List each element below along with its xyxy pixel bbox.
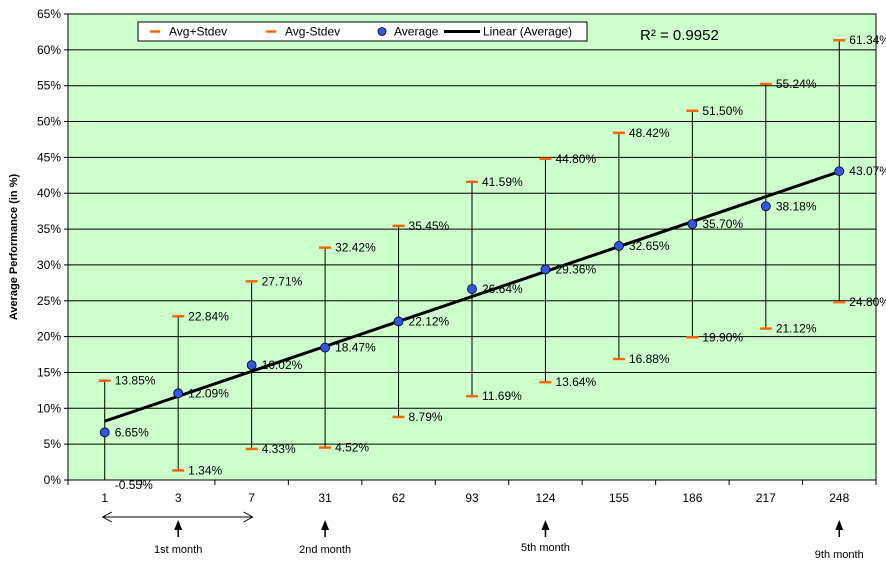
y-axis-label: Average Performance (in %) (8, 174, 20, 321)
average-label: 18.47% (335, 341, 376, 355)
average-marker (246, 360, 257, 371)
avg-minus-stdev-label: 8.79% (409, 410, 443, 424)
arrow-up-icon (321, 520, 330, 530)
avg-minus-stdev-label: 11.69% (482, 389, 522, 403)
arrow-up-icon (174, 520, 183, 530)
avg-plus-stdev-label: 41.59% (482, 175, 523, 189)
trendline (104, 170, 840, 423)
average-label: 35.70% (702, 217, 743, 231)
y-tick-label: 35% (37, 222, 61, 236)
avg-plus-stdev-label: 51.50% (702, 104, 743, 118)
y-tick-label: 0% (44, 473, 62, 487)
average-marker (540, 264, 551, 275)
x-tick-label: 31 (318, 491, 332, 505)
avg-plus-stdev-label: 61.34% (849, 33, 886, 47)
legend-label: Avg-Stdev (285, 25, 340, 39)
x-tick-label: 3 (175, 491, 182, 505)
r-squared-label: R² = 0.9952 (640, 27, 719, 44)
avg-plus-stdev-label: 35.45% (409, 219, 450, 233)
average-marker (834, 166, 845, 177)
average-label: 6.65% (115, 425, 149, 439)
avg-plus-stdev-label: 48.42% (629, 126, 670, 140)
y-tick-label: 45% (37, 150, 61, 164)
average-marker (760, 201, 771, 212)
y-tick-label: 60% (37, 43, 61, 57)
avg-plus-stdev-label: 44.80% (555, 152, 596, 166)
month-annotation-label: 2nd month (299, 544, 351, 556)
y-tick-label: 30% (37, 258, 61, 272)
legend-dot-marker (377, 27, 387, 36)
y-tick-label: 20% (37, 330, 61, 344)
legend-label: Average (394, 25, 439, 39)
month-annotation-label: 5th month (521, 542, 570, 554)
avg-plus-stdev-label: 27.71% (262, 274, 303, 288)
avg-minus-stdev-label: 21.12% (776, 322, 817, 336)
avg-minus-stdev-label: -0.55% (115, 478, 153, 492)
x-tick-label: 124 (535, 491, 555, 505)
average-label: 38.18% (776, 199, 817, 213)
arrow-up-icon (835, 520, 844, 530)
y-tick-label: 65% (37, 7, 61, 21)
arrow-right-icon (243, 511, 254, 523)
avg-minus-stdev-label: 4.33% (262, 442, 296, 456)
average-marker (393, 316, 404, 327)
legend-box (137, 21, 588, 42)
average-label: 16.02% (262, 358, 303, 372)
avg-plus-stdev-label: 55.24% (776, 77, 817, 91)
month-annotation-label: 1st month (154, 544, 202, 556)
avg-minus-stdev-label: 4.52% (335, 441, 369, 455)
average-label: 26.64% (482, 282, 523, 296)
avg-minus-stdev-label: 16.88% (629, 352, 670, 366)
y-tick-label: 15% (37, 365, 61, 379)
y-tick-label: 55% (37, 79, 61, 93)
y-tick-label: 25% (37, 294, 61, 308)
y-tick-label: 10% (37, 401, 61, 415)
average-marker (614, 241, 624, 251)
x-tick-label: 217 (756, 491, 776, 505)
legend-label: Avg+Stdev (169, 25, 227, 39)
x-tick-label: 7 (248, 491, 255, 505)
arrow-up-icon (541, 520, 550, 530)
gridlines (68, 49, 876, 445)
x-tick-label: 1 (101, 491, 108, 505)
avg-minus-stdev-label: 19.90% (702, 330, 743, 344)
average-marker (99, 427, 110, 438)
average-marker (467, 284, 477, 294)
average-marker (687, 219, 698, 229)
legend-label: Linear (Average) (483, 25, 572, 39)
x-tick-label: 248 (829, 491, 849, 505)
avg-plus-stdev-label: 22.84% (188, 309, 229, 323)
average-label: 22.12% (409, 314, 450, 328)
y-axis: 0% 5% 10% 15% 20% 25% 30% 35% 40% 45% 50% 55% 60% 65% (37, 7, 68, 487)
data-marks: 13.85% -0.55% 6.65% 22.84% 1.34% 12.09% 27.71%… (98, 33, 886, 492)
x-tick-label: 62 (392, 491, 406, 505)
average-label: 12.09% (188, 386, 229, 400)
average-marker (173, 388, 184, 399)
arrow-left-icon (101, 511, 112, 523)
y-tick-label: 50% (37, 115, 61, 129)
avg-plus-stdev-label: 13.85% (115, 374, 156, 388)
legend: Avg+Stdev Avg-Stdev Average Linear (Average… (137, 21, 588, 42)
avg-plus-stdev-label: 32.42% (335, 241, 376, 255)
x-tick-label: 93 (465, 491, 479, 505)
average-marker (320, 342, 330, 353)
avg-minus-stdev-label: 1.34% (188, 463, 222, 477)
average-label: 43.07% (849, 164, 886, 178)
avg-minus-stdev-label: 13.64% (555, 375, 596, 389)
average-label: 32.65% (629, 239, 670, 253)
average-label: 29.36% (555, 263, 596, 277)
avg-minus-stdev-label: 24.80% (849, 295, 886, 309)
month-annotation-label: 9th month (815, 549, 864, 561)
x-tick-label: 186 (682, 491, 702, 505)
x-axis: 1 3 7 31 62 93 124 155 186 217 248 (67, 480, 877, 505)
y-tick-label: 40% (37, 186, 61, 200)
y-tick-label: 5% (44, 437, 62, 451)
x-tick-label: 155 (609, 491, 629, 505)
month-annotations: 1st month 2nd month 5th month 9th month (101, 511, 864, 561)
